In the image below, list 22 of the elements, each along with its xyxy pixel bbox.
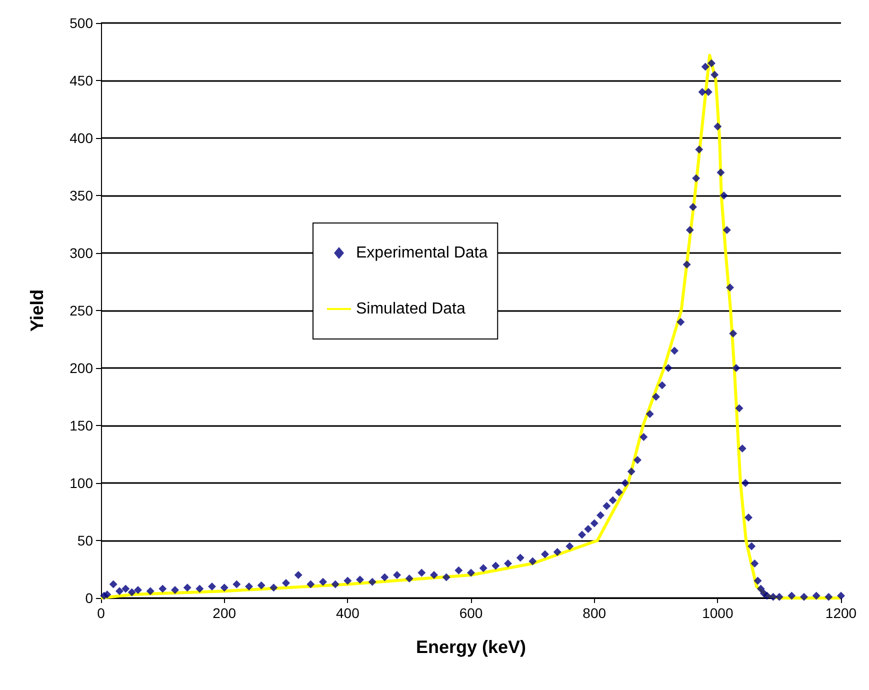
- y-tick-label: 100: [70, 475, 94, 491]
- y-tick-label: 250: [70, 302, 94, 318]
- legend-label: Experimental Data: [356, 244, 488, 262]
- y-tick-label: 0: [85, 590, 94, 606]
- x-tick-label: 200: [212, 605, 236, 621]
- y-tick-label: 500: [70, 15, 94, 31]
- y-tick-label: 50: [77, 532, 94, 548]
- x-tick-label: 800: [582, 605, 606, 621]
- x-axis-title: Energy (keV): [416, 637, 526, 657]
- y-axis-title: Yield: [27, 289, 47, 332]
- x-tick-label: 400: [336, 605, 360, 621]
- legend-label: Simulated Data: [356, 300, 466, 318]
- x-tick-label: 1000: [702, 605, 734, 621]
- y-tick-label: 200: [70, 360, 94, 376]
- y-tick-label: 400: [70, 130, 94, 146]
- x-tick-label: 0: [97, 605, 106, 621]
- y-tick-label: 350: [70, 188, 94, 204]
- x-tick-label: 600: [459, 605, 483, 621]
- x-tick-label: 1200: [825, 605, 857, 621]
- y-tick-label: 150: [70, 418, 94, 434]
- y-tick-label: 300: [70, 245, 94, 261]
- y-tick-label: 450: [70, 72, 94, 88]
